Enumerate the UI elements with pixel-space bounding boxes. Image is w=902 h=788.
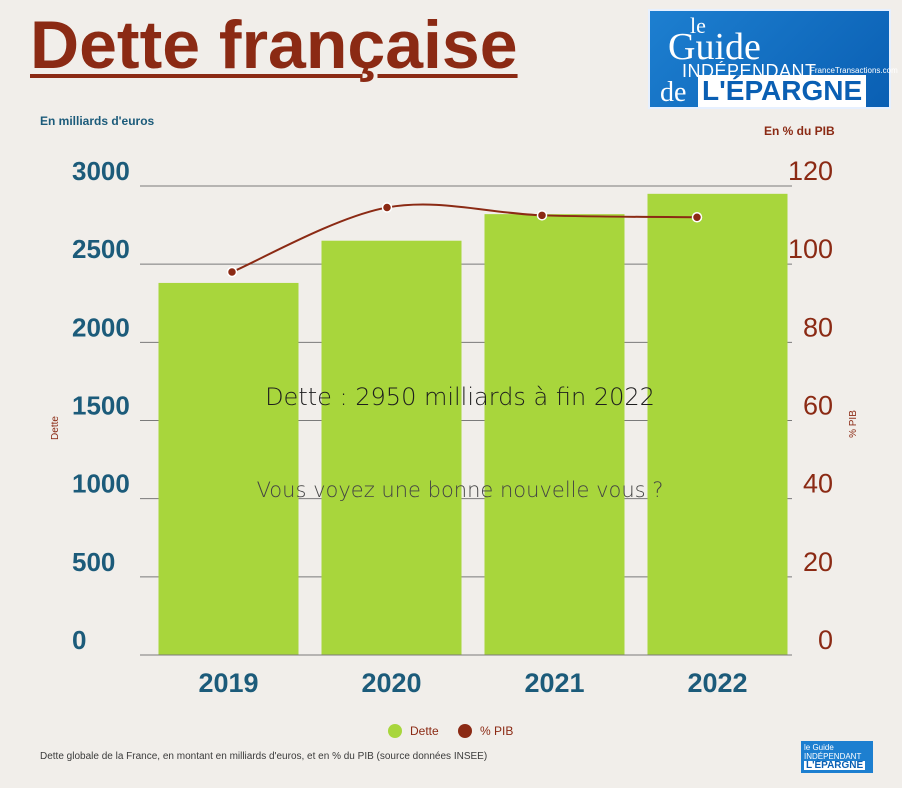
- x-tick-label: 2019: [198, 668, 258, 698]
- right-tick-label: 120: [788, 156, 833, 186]
- right-tick-label: 80: [803, 312, 833, 342]
- left-tick-label: 0: [72, 625, 86, 655]
- right-axis-title: En % du PIB: [764, 124, 835, 138]
- left-tick-label: 3000: [72, 156, 130, 186]
- headline-annotation: Dette : 2950 milliards à fin 2022: [265, 383, 655, 411]
- brand-logo[interactable]: le Guide INDÉPENDANT FranceTransactions.…: [648, 9, 898, 109]
- footer-logo-line3: L'ÉPARGNE: [804, 760, 866, 771]
- source-caption: Dette globale de la France, en montant e…: [40, 751, 488, 762]
- question-annotation: Vous voyez une bonne nouvelle vous ?: [256, 478, 664, 502]
- logo-text-de: de: [660, 77, 687, 108]
- left-tick-label: 1500: [72, 391, 130, 421]
- bar-dette: [484, 214, 625, 655]
- right-tick-label: 60: [803, 391, 833, 421]
- left-tick-label: 500: [72, 547, 115, 577]
- right-tick-label: 0: [818, 625, 833, 655]
- line-pib: [231, 203, 698, 273]
- x-tick-label: 2021: [524, 668, 584, 698]
- x-tick-label: 2020: [361, 668, 421, 698]
- right-tick-label: 100: [788, 234, 833, 264]
- point-pib: [536, 210, 548, 221]
- footer-logo[interactable]: le Guide INDÉPENDANT L'ÉPARGNE: [801, 741, 873, 773]
- x-tick-label: 2022: [687, 668, 747, 698]
- footer-logo-line2: INDÉPENDANT: [804, 752, 862, 761]
- chart-legend: Dette % PIB: [388, 724, 529, 741]
- left-axis-title: En milliards d'euros: [40, 114, 155, 128]
- logo-site: FranceTransactions.com: [810, 66, 898, 75]
- left-tick-label: 1000: [72, 469, 130, 499]
- left-tick-label: 2500: [72, 234, 130, 264]
- footer-logo-line1: le Guide: [804, 743, 834, 752]
- left-side-label: Dette: [50, 416, 61, 440]
- page-title: Dette française: [30, 7, 518, 83]
- bar-dette: [647, 193, 788, 656]
- logo-text-epargne: L'ÉPARGNE: [698, 75, 867, 107]
- logo-text-le: le: [690, 13, 706, 38]
- right-tick-label: 20: [803, 547, 833, 577]
- right-tick-label: 40: [803, 469, 833, 499]
- right-side-label: % PIB: [848, 410, 859, 438]
- legend-item-dette[interactable]: Dette: [388, 724, 439, 738]
- bar-dette: [158, 282, 299, 655]
- point-pib: [226, 266, 238, 278]
- legend-label-pib: % PIB: [480, 724, 514, 738]
- legend-swatch-dette: [388, 724, 402, 738]
- legend-swatch-pib: [458, 724, 473, 738]
- point-pib: [381, 202, 393, 213]
- legend-item-pib[interactable]: % PIB: [458, 724, 513, 738]
- bar-dette: [321, 240, 462, 655]
- left-tick-label: 2000: [72, 312, 130, 342]
- legend-label-dette: Dette: [410, 724, 439, 738]
- logo-text-guide: Guide: [668, 26, 761, 68]
- point-pib: [691, 212, 703, 223]
